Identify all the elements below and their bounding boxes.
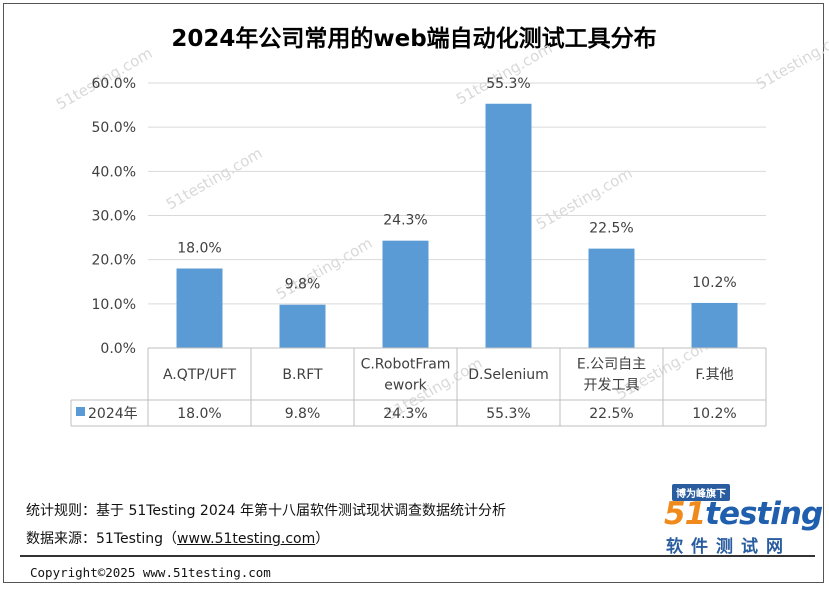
data-label: 18.0% bbox=[177, 241, 221, 257]
data-labels: 18.0% 9.8% 24.3% 55.3% 22.5% 10.2% bbox=[177, 76, 736, 293]
logo-wordmark: 51testing bbox=[664, 496, 823, 532]
bars bbox=[176, 103, 738, 348]
logo-badge: 博为峰旗下 bbox=[672, 484, 730, 501]
51testing-logo: 博为峰旗下 51testing 软件测试网 bbox=[660, 484, 823, 557]
category-label: A.QTP/UFT bbox=[163, 367, 237, 383]
legend-label: 2024年 bbox=[88, 406, 138, 422]
y-tick-label: 0.0% bbox=[100, 341, 136, 357]
y-tick-label: 50.0% bbox=[92, 120, 136, 136]
data-label: 10.2% bbox=[692, 275, 736, 291]
bar-chart: 2024年公司常用的web端自动化测试工具分布 51testing.com 51t… bbox=[53, 24, 829, 427]
bar bbox=[176, 268, 223, 348]
chart-title: 2024年公司常用的web端自动化测试工具分布 bbox=[171, 25, 656, 52]
table-value: 18.0% bbox=[177, 406, 221, 422]
y-tick-label: 60.0% bbox=[92, 76, 136, 92]
y-tick-label: 20.0% bbox=[92, 253, 136, 269]
data-label: 9.8% bbox=[285, 277, 321, 293]
footer-divider bbox=[20, 555, 815, 557]
category-label: ework bbox=[384, 378, 427, 394]
gridlines bbox=[148, 82, 766, 349]
y-tick-label: 30.0% bbox=[92, 209, 136, 225]
category-label: D.Selenium bbox=[468, 367, 549, 383]
logo-word-num: 51 bbox=[664, 496, 706, 532]
category-label: 开发工具 bbox=[584, 378, 640, 394]
category-label: B.RFT bbox=[282, 367, 323, 383]
data-label: 24.3% bbox=[383, 213, 427, 229]
data-source-close: ） bbox=[315, 531, 330, 547]
bar bbox=[485, 103, 532, 348]
category-label: C.RobotFram bbox=[361, 357, 451, 373]
y-axis-ticks: 0.0% 10.0% 20.0% 30.0% 40.0% 50.0% 60.0% bbox=[92, 76, 136, 357]
data-label: 22.5% bbox=[589, 221, 633, 237]
data-source-line: 数据来源：51Testing（www.51testing.com） bbox=[26, 528, 329, 548]
copyright-text: Copyright©2025 www.51testing.com bbox=[30, 565, 271, 580]
logo-subtitle: 软件测试网 bbox=[666, 537, 791, 557]
data-source-link[interactable]: www.51testing.com bbox=[177, 531, 316, 547]
bar bbox=[588, 248, 635, 348]
data-label: 55.3% bbox=[486, 76, 530, 92]
watermark-text: 51testing.com bbox=[163, 144, 265, 214]
chart-frame bbox=[3, 3, 824, 583]
table-value: 22.5% bbox=[589, 406, 633, 422]
table-value: 55.3% bbox=[486, 406, 530, 422]
bar bbox=[382, 240, 429, 348]
data-table: A.QTP/UFT 18.0% B.RFT 9.8% C.RobotFram ework 2… bbox=[70, 347, 767, 427]
y-tick-label: 10.0% bbox=[92, 297, 136, 313]
category-label: F.其他 bbox=[695, 367, 733, 383]
legend-swatch bbox=[76, 407, 85, 416]
bar bbox=[691, 302, 738, 348]
table-value: 10.2% bbox=[692, 406, 736, 422]
bar bbox=[279, 304, 326, 348]
category-label: E.公司自主 bbox=[577, 357, 646, 373]
watermark-text: 51testing.com bbox=[273, 234, 375, 304]
table-value: 9.8% bbox=[285, 406, 321, 422]
y-tick-label: 40.0% bbox=[92, 164, 136, 180]
data-source-label: 数据来源：51Testing（ bbox=[26, 531, 178, 547]
stat-rule-text: 统计规则：基于 51Testing 2024 年第十八届软件测试现状调查数据统计… bbox=[26, 503, 507, 519]
logo-word-rest: testing bbox=[705, 496, 823, 532]
table-value: 24.3% bbox=[383, 406, 427, 422]
